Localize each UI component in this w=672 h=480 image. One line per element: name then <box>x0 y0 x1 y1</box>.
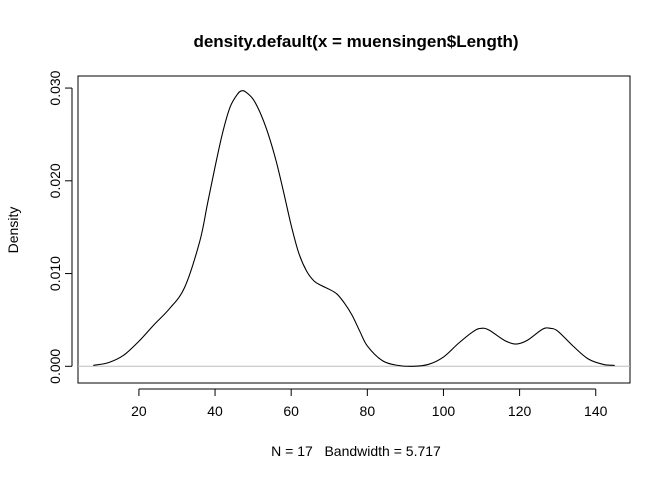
y-tick-label: 0.020 <box>47 163 63 198</box>
y-tick-label: 0.000 <box>47 349 63 384</box>
x-tick-label: 100 <box>432 403 456 419</box>
x-axis-label: N = 17 Bandwidth = 5.717 <box>271 443 441 459</box>
density-curve-line <box>93 90 615 367</box>
x-tick-label: 40 <box>207 403 223 419</box>
x-tick-label: 80 <box>360 403 376 419</box>
chart-title: density.default(x = muensingen$Length) <box>193 32 518 51</box>
x-tick-label: 140 <box>584 403 608 419</box>
axes: 20 40 60 80 100 120 140 0.000 0.010 0.020 0.030 <box>47 70 608 419</box>
x-tick-label: 20 <box>131 403 147 419</box>
x-tick-label: 120 <box>508 403 532 419</box>
x-tick-label: 60 <box>283 403 299 419</box>
y-axis-label: Density <box>5 207 21 254</box>
y-tick-label: 0.010 <box>47 256 63 291</box>
plot-frame <box>77 75 631 384</box>
plot-area <box>78 90 630 367</box>
y-tick-label: 0.030 <box>47 70 63 105</box>
